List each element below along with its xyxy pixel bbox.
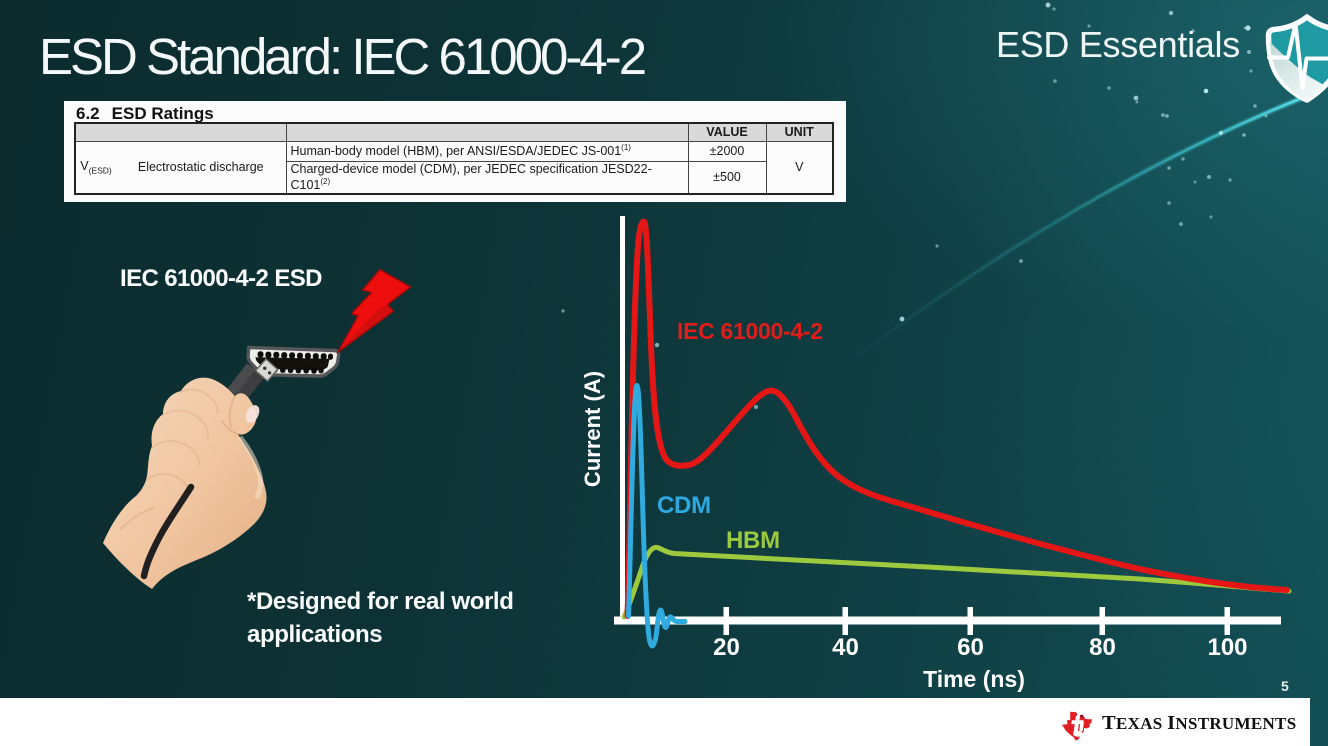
svg-text:60: 60 [957, 634, 984, 661]
svg-text:80: 80 [1089, 634, 1116, 661]
svg-text:Current (A): Current (A) [580, 371, 605, 487]
svg-text:CDM: CDM [657, 492, 711, 519]
svg-text:Time (ns): Time (ns) [923, 666, 1025, 692]
svg-text:20: 20 [713, 634, 740, 661]
svg-text:40: 40 [832, 634, 859, 661]
svg-text:HBM: HBM [726, 527, 780, 554]
svg-text:IEC 61000-4-2: IEC 61000-4-2 [677, 318, 823, 344]
svg-text:100: 100 [1207, 634, 1247, 661]
